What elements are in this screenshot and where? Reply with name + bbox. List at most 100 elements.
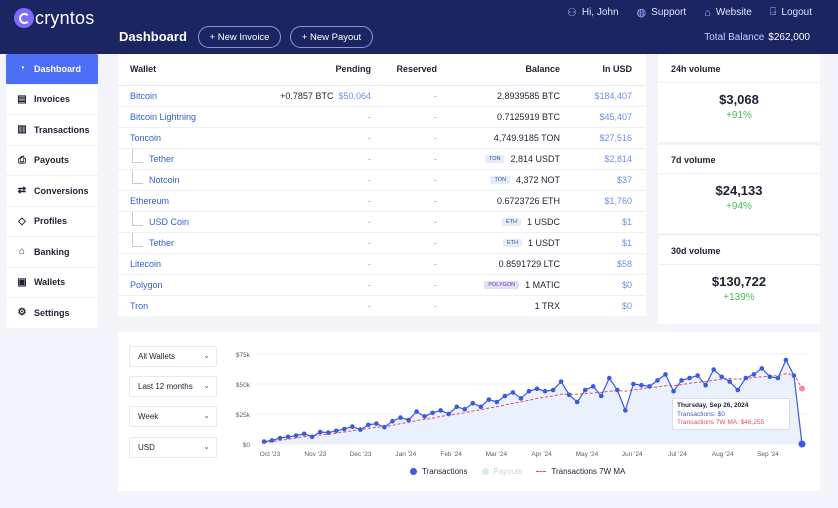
transactions-point[interactable] — [783, 357, 789, 363]
transactions-point[interactable] — [663, 372, 668, 377]
user-greeting-link[interactable]: ⚇ Hi, John — [567, 6, 619, 19]
table-row[interactable]: Bitcoin +0.7857 BTC $50,064 - 2.8939585 BTC $… — [118, 85, 646, 107]
transactions-point[interactable] — [261, 439, 267, 444]
transactions-point[interactable] — [341, 426, 347, 432]
table-row[interactable]: Notcoin - - TON 4,372 NOT $37 — [118, 169, 646, 191]
wallet-filter-select[interactable]: All Wallets ⌄ — [129, 346, 217, 367]
transactions-point[interactable] — [574, 399, 580, 405]
wallet-name-link[interactable]: Notcoin — [118, 169, 268, 191]
transactions-point[interactable] — [293, 433, 299, 438]
logout-link[interactable]: ⍈ Logout — [770, 6, 812, 19]
transactions-point[interactable] — [438, 408, 443, 413]
legend-transactions-ma[interactable]: Transactions 7W MA — [536, 467, 625, 476]
wallet-name-link[interactable]: Polygon — [118, 274, 268, 296]
transactions-point[interactable] — [358, 427, 363, 432]
brand-logo[interactable]: cryntos — [14, 7, 94, 29]
website-link[interactable]: ⌂ Website — [704, 6, 752, 19]
sidebar-item-payouts[interactable]: ⎙ Payouts — [6, 145, 98, 176]
transactions-point[interactable] — [735, 387, 741, 393]
transactions-point[interactable] — [631, 381, 636, 387]
transactions-point[interactable] — [382, 424, 387, 430]
legend-payouts[interactable]: Payouts — [481, 467, 522, 476]
wallet-name-link[interactable]: Tether — [118, 232, 268, 254]
period-filter-select[interactable]: Last 12 months ⌄ — [129, 376, 217, 397]
transactions-point[interactable] — [454, 404, 460, 410]
transactions-point[interactable] — [590, 384, 596, 389]
sidebar-item-conversions[interactable]: ⇄ Conversions — [6, 176, 98, 207]
transactions-point[interactable] — [703, 382, 708, 388]
transactions-point[interactable] — [719, 374, 725, 380]
transactions-point[interactable] — [695, 373, 700, 378]
wallet-name-link[interactable]: Tether — [118, 148, 268, 170]
transactions-point[interactable] — [350, 424, 355, 429]
legend-transactions[interactable]: Transactions — [410, 467, 468, 476]
table-row[interactable]: Bitcoin Lightning - - 0.7125919 BTC $45,407 — [118, 106, 646, 128]
new-invoice-button[interactable]: + New Invoice — [198, 26, 281, 48]
transactions-point[interactable] — [366, 422, 371, 428]
transactions-point[interactable] — [374, 421, 379, 426]
ma-point[interactable] — [798, 384, 806, 393]
transactions-point[interactable] — [534, 386, 540, 392]
transactions-point[interactable] — [598, 393, 604, 399]
transactions-point[interactable] — [687, 375, 692, 381]
transactions-point[interactable] — [478, 404, 484, 410]
transactions-point[interactable] — [542, 388, 548, 394]
sidebar-item-wallets[interactable]: ▣ Wallets — [6, 267, 98, 298]
transactions-point[interactable] — [518, 396, 524, 401]
transactions-point[interactable] — [406, 417, 411, 423]
sidebar-item-dashboard[interactable]: ◔ Dashboard — [6, 54, 98, 85]
wallet-name-link[interactable]: Bitcoin — [118, 85, 268, 107]
transactions-point[interactable] — [655, 378, 660, 383]
transactions-point[interactable] — [558, 379, 564, 384]
transactions-point[interactable] — [414, 409, 419, 414]
transactions-point[interactable] — [566, 392, 572, 398]
transactions-point[interactable] — [462, 406, 468, 412]
wallet-name-link[interactable]: Litecoin — [118, 253, 268, 275]
wallet-name-link[interactable]: USD Coin — [118, 211, 268, 233]
transactions-point[interactable] — [775, 375, 781, 381]
wallet-name-link[interactable]: Tron — [118, 295, 268, 316]
transactions-point[interactable] — [647, 384, 652, 389]
table-row[interactable]: Toncoin - - 4,749.9185 TON $27,516 — [118, 127, 646, 149]
transactions-point[interactable] — [494, 399, 500, 405]
transactions-point[interactable] — [727, 379, 733, 384]
transactions-point[interactable] — [285, 434, 291, 440]
table-row[interactable]: Polygon - - POLYGON 1 MATIC $0 — [118, 274, 646, 296]
transactions-point[interactable] — [671, 388, 676, 394]
transactions-point[interactable] — [269, 438, 275, 443]
transactions-point[interactable] — [301, 431, 307, 437]
transactions-point[interactable] — [711, 367, 716, 372]
sidebar-item-invoices[interactable]: ▤ Invoices — [6, 84, 98, 115]
transactions-point[interactable] — [767, 374, 773, 380]
transactions-point[interactable] — [502, 393, 508, 399]
transactions-point[interactable] — [446, 411, 451, 417]
table-row[interactable]: Ethereum - - 0.6723726 ETH $1,760 — [118, 190, 646, 212]
transactions-point[interactable] — [470, 400, 476, 406]
transactions-point[interactable] — [510, 390, 516, 395]
new-payout-button[interactable]: + New Payout — [290, 26, 373, 48]
transactions-point[interactable] — [333, 428, 339, 434]
transactions-point[interactable] — [679, 378, 684, 383]
table-row[interactable]: USD Coin - - ETH 1 USDC $1 — [118, 211, 646, 233]
transactions-point[interactable] — [615, 387, 620, 393]
transactions-point[interactable] — [623, 408, 628, 413]
transactions-point[interactable] — [422, 414, 427, 419]
sidebar-item-settings[interactable]: ⚙ Settings — [6, 298, 98, 329]
transactions-point[interactable] — [317, 429, 323, 435]
transactions-point[interactable] — [486, 397, 492, 402]
table-row[interactable]: Tron - - 1 TRX $0 — [118, 295, 646, 316]
transactions-point[interactable] — [751, 372, 757, 377]
table-row[interactable]: Tether - - TON 2,814 USDT $2,814 — [118, 148, 646, 170]
support-link[interactable]: ◍ Support — [637, 6, 687, 19]
transactions-point[interactable] — [309, 434, 315, 440]
transactions-point[interactable] — [606, 375, 612, 381]
currency-filter-select[interactable]: USD ⌄ — [129, 437, 217, 458]
sidebar-item-transactions[interactable]: ▥ Transactions — [6, 115, 98, 146]
wallet-name-link[interactable]: Ethereum — [118, 190, 268, 212]
transactions-point[interactable] — [526, 388, 532, 394]
interval-filter-select[interactable]: Week ⌄ — [129, 406, 217, 427]
transactions-point[interactable] — [430, 410, 435, 416]
wallet-name-link[interactable]: Bitcoin Lightning — [118, 106, 268, 128]
transactions-point[interactable] — [759, 366, 765, 371]
transactions-point[interactable] — [798, 440, 806, 448]
